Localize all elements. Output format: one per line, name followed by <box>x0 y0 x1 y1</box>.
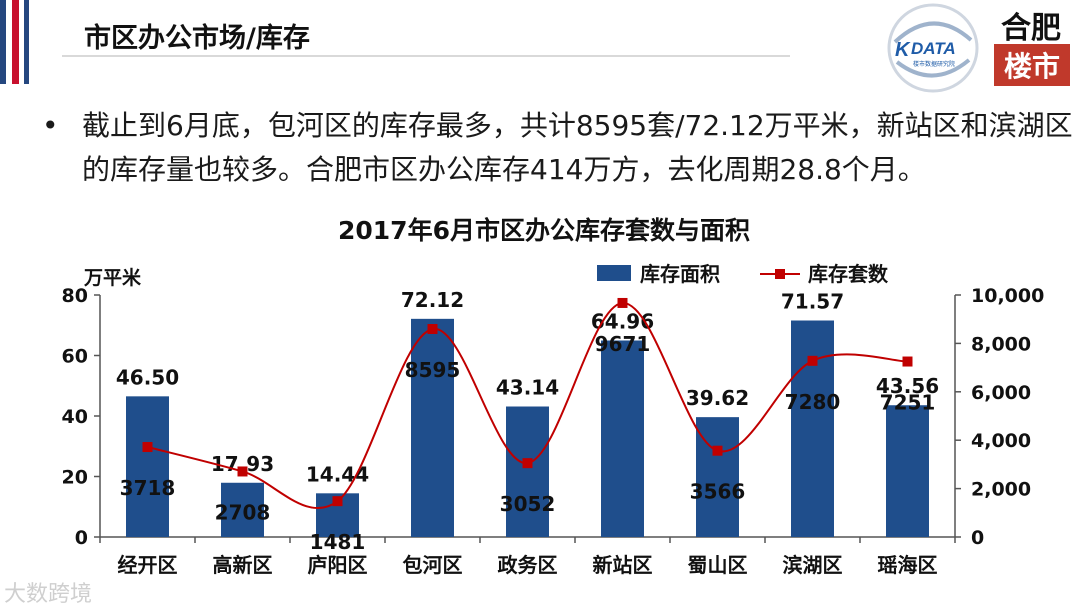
chart-title: 2017年6月市区办公库存套数与面积 <box>338 216 750 245</box>
y-left-tick-label: 0 <box>75 527 88 549</box>
x-tick-label: 经开区 <box>118 553 178 577</box>
y-right-tick-label: 8,000 <box>971 333 1031 355</box>
hefei-logo: 合肥 楼市 <box>994 11 1070 86</box>
x-tick-label: 滨湖区 <box>783 553 843 577</box>
bar <box>506 406 549 537</box>
y-left-axis-label: 万平米 <box>83 266 142 289</box>
header-accent-bars <box>0 0 36 84</box>
line-data-label: 2708 <box>215 500 271 524</box>
bar-data-label: 71.57 <box>781 290 844 314</box>
summary-text: 截止到6月底，包河区的库存最多，共计8595套/72.12万平米，新站区和滨湖区… <box>82 109 1073 186</box>
title-underline <box>62 55 790 57</box>
bar-data-label: 43.14 <box>496 376 559 400</box>
line-point <box>617 297 628 308</box>
line-data-label: 3566 <box>690 480 746 504</box>
y-right-tick-label: 6,000 <box>971 382 1031 404</box>
bar-data-label: 46.50 <box>116 365 179 389</box>
line-point <box>427 324 438 335</box>
line-data-label: 1481 <box>310 530 366 554</box>
accent-bar-blue-2 <box>24 0 29 84</box>
y-right-tick-label: 0 <box>971 527 984 549</box>
bar <box>791 320 834 537</box>
line-data-label: 3718 <box>120 476 176 500</box>
accent-bar-blue <box>0 0 6 84</box>
page-title: 市区办公市场/库存 <box>84 23 310 54</box>
y-left-tick-label: 20 <box>62 467 88 489</box>
legend-bar-swatch <box>597 265 631 281</box>
bullet-marker: • <box>42 109 59 142</box>
line-point <box>902 356 913 367</box>
y-right-tick-label: 10,000 <box>971 285 1044 307</box>
bar <box>886 405 929 537</box>
bar-data-label: 64.96 <box>591 309 654 333</box>
x-tick-label: 高新区 <box>213 553 273 577</box>
accent-bar-red <box>12 0 19 84</box>
line-data-label: 7280 <box>785 390 841 414</box>
line-point <box>142 442 153 453</box>
x-tick-label: 瑶海区 <box>878 553 938 577</box>
watermark: 大数跨境 <box>4 582 93 607</box>
line-point <box>522 458 533 469</box>
kdata-subtitle: 楼市数据研究院 <box>913 60 955 68</box>
x-tick-label: 庐阳区 <box>308 553 368 577</box>
y-right-tick-label: 4,000 <box>971 430 1031 452</box>
y-left-tick-label: 80 <box>62 285 88 307</box>
bar <box>696 417 739 537</box>
x-tick-label: 新站区 <box>593 553 653 577</box>
line-data-label: 8595 <box>405 358 461 382</box>
line-point <box>332 496 343 507</box>
y-right-tick-label: 2,000 <box>971 479 1031 501</box>
legend-bar-label: 库存面积 <box>640 262 720 286</box>
bar-data-label: 14.44 <box>306 462 369 486</box>
kdata-text: DATA <box>911 39 956 58</box>
kdata-logo: K DATA 楼市数据研究院 <box>887 3 979 93</box>
y-left-tick-label: 40 <box>62 406 88 428</box>
line-data-label: 7251 <box>880 391 936 415</box>
line-data-label: 3052 <box>500 492 556 516</box>
hefei-logo-line2: 楼市 <box>1004 50 1060 83</box>
kdata-prefix: K <box>895 39 911 61</box>
line-point <box>712 445 723 456</box>
bar-data-label: 43.56 <box>876 374 939 398</box>
x-tick-label: 包河区 <box>403 553 463 577</box>
bar <box>221 482 264 537</box>
bar-data-label: 39.62 <box>686 386 749 410</box>
combo-chart: 0 20 40 60 80 0 2,000 4,000 6,000 8,000 10,000 万平米经… <box>62 262 1045 577</box>
line-data-label: 9671 <box>595 332 651 356</box>
legend-line-marker <box>775 269 785 279</box>
y-left-tick-label: 60 <box>62 346 88 368</box>
line-point <box>807 355 818 366</box>
x-tick-label: 蜀山区 <box>688 553 748 577</box>
x-tick-label: 政务区 <box>498 553 558 577</box>
line-point <box>237 466 248 477</box>
legend-line-label: 库存套数 <box>808 262 889 286</box>
bar <box>411 318 454 537</box>
hefei-logo-line1: 合肥 <box>1001 11 1061 46</box>
bar-data-label: 72.12 <box>401 288 464 312</box>
bar <box>601 340 644 537</box>
bar <box>126 396 169 537</box>
